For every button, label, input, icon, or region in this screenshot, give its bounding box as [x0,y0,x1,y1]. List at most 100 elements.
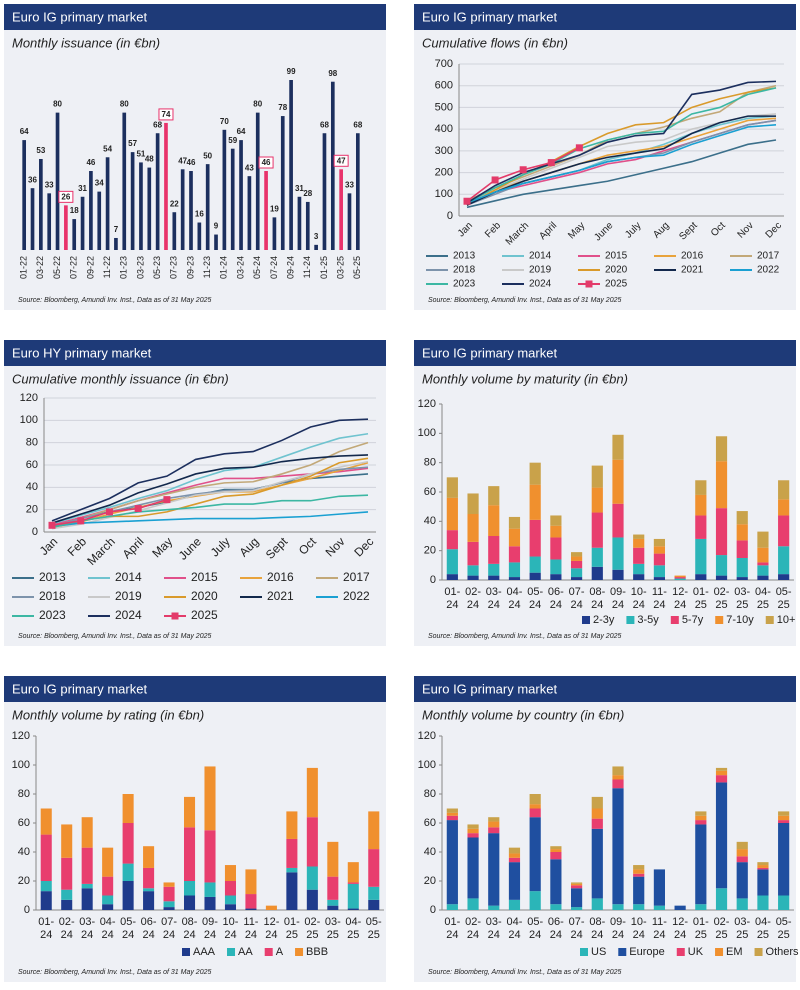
bar [222,129,227,250]
bar-segment [204,882,216,897]
point-marker [163,496,171,504]
bar-segment [347,883,359,909]
bar-segment [757,547,769,563]
bar-segment [224,865,236,881]
value-label: 28 [303,189,312,198]
bar-segment [778,895,790,910]
bar-segment [306,866,318,890]
x-tick-label: 11-24 [652,586,667,611]
bar-segment [757,531,769,548]
value-label: 33 [45,180,54,189]
bar-segment [163,901,175,908]
chart-subtitle: Monthly volume by country (in €bn) [422,707,624,722]
label-box [158,108,174,121]
bar-segment [40,834,52,881]
y-tick-label: 0 [447,210,453,222]
legend-label: 2015 [605,251,628,262]
x-tick-label: 02-24 [59,916,75,941]
label-box [258,156,274,169]
legend-label: 2019 [115,589,142,603]
x-tick-label: 07-24 [569,586,585,611]
series-line [51,511,369,528]
x-tick-label: 03-25 [734,586,750,611]
bar-segment [695,824,707,905]
bar-segment [591,512,603,548]
legend-label: 2018 [453,265,476,276]
source-note: Source: Bloomberg, Amundi Inv. Inst., Da… [428,297,621,304]
bar-segment [184,796,196,828]
bar-segment [591,465,603,488]
bar-segment [467,824,479,829]
x-tick-label: 11-24 [652,916,667,941]
bar-segment [736,577,748,580]
bar-segment [61,899,73,910]
bar-segment [612,766,624,776]
bar-segment [446,497,458,531]
bar [305,201,310,250]
x-tick-label: 12-24 [672,586,688,611]
legend-label: 2017 [343,570,370,584]
bar-segment [508,562,521,578]
bar-segment [612,537,624,570]
y-tick-label: 20 [424,545,436,557]
panel-header [4,340,386,366]
legend-swatch [227,948,236,956]
x-tick-label: 04-24 [507,916,523,941]
legend-swatch [754,948,763,956]
bar-segment [591,796,603,809]
bar-segment [529,891,541,910]
bar-segment [446,530,458,550]
legend-swatch [676,948,685,956]
bar-segment [467,565,479,576]
bar [314,244,318,250]
y-tick-label: 0 [430,904,436,916]
x-tick-label: 02-25 [714,916,730,941]
bar-segment [550,852,562,860]
bar-segment [61,889,73,900]
legend-swatch [670,616,679,624]
bar-segment [446,904,458,910]
bar-segment [757,865,769,868]
bar-segment [245,869,257,895]
bar-segment [224,904,236,910]
legend-label: US [591,946,606,958]
bar-segment [715,461,728,509]
value-label: 54 [103,144,112,153]
source-note: Source: Bloomberg, Amundi Inv. Inst., Da… [18,633,211,640]
bar-segment [61,857,73,890]
bar-segment [653,577,666,580]
bar-segment [633,547,645,564]
x-tick-label: 03-25 [325,916,341,941]
y-tick-label: 20 [424,875,436,887]
bar-segment [570,577,583,580]
panel-background [414,340,796,646]
x-tick-label: 04-24 [507,586,523,611]
bar-segment [347,862,359,883]
bar-segment [143,867,155,889]
bar-segment [488,575,500,580]
panel-header [4,4,386,30]
legend-swatch [618,948,627,956]
bar [164,122,168,250]
bar-segment [508,857,521,863]
bar-segment [446,812,458,816]
bar-segment [715,436,728,462]
bar-segment [184,827,196,881]
bar-segment [550,846,562,850]
bar-segment [327,899,339,906]
y-tick-label: 100 [418,759,436,771]
y-tick-label: 100 [12,759,30,771]
x-tick-label: 08-24 [182,916,198,941]
x-tick-label: 01-24 [444,586,460,611]
legend-label: 3-5y [637,614,659,626]
bar [97,191,102,250]
bar-segment [488,817,500,822]
bar [297,196,302,250]
x-tick-label: 01-24 [444,916,460,941]
bar-segment [488,536,500,564]
bar-segment [529,808,541,818]
bar-segment [306,889,318,910]
bar-segment [550,859,562,905]
legend-label: BBB [306,946,328,958]
x-tick-label: 03-24 [486,586,502,611]
